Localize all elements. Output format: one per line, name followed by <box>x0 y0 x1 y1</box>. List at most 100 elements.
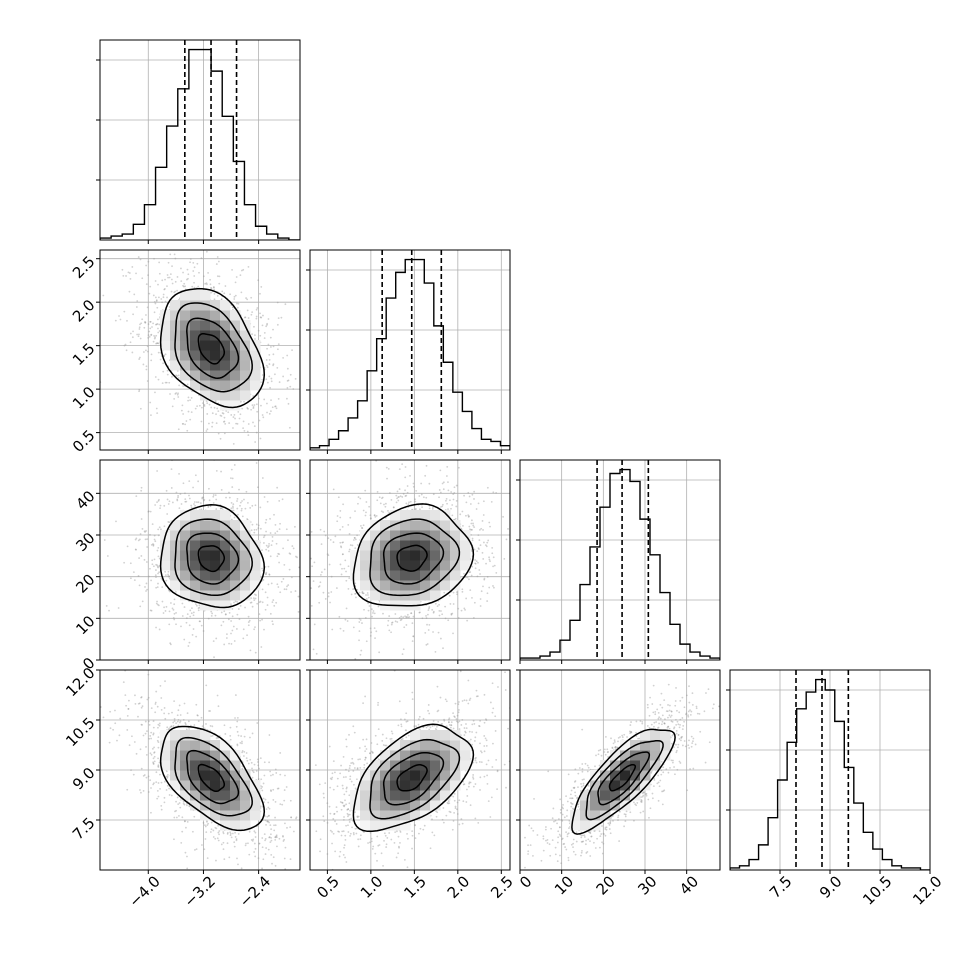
scatter-point <box>167 589 170 592</box>
scatter-point <box>165 775 168 778</box>
scatter-point <box>149 533 151 536</box>
scatter-point <box>269 517 271 520</box>
scatter-point <box>553 820 555 823</box>
scatter-point <box>287 539 289 542</box>
scatter-point <box>161 279 164 282</box>
scatter-point <box>382 511 385 514</box>
density-cell <box>460 550 471 561</box>
scatter-point <box>279 773 282 776</box>
scatter-point <box>215 508 218 510</box>
scatter-point <box>483 750 486 753</box>
scatter-point <box>141 724 143 726</box>
scatter-point <box>415 725 418 728</box>
scatter-point <box>369 627 372 630</box>
scatter-point <box>470 522 473 525</box>
scatter-point <box>301 829 303 831</box>
scatter-point <box>152 726 155 729</box>
hist-panel-0 <box>96 39 301 244</box>
scatter-point <box>343 567 346 570</box>
density-cell <box>170 520 181 531</box>
density-cell <box>380 810 391 821</box>
scatter-point <box>361 622 363 624</box>
density-cell <box>250 360 261 371</box>
scatter-point <box>414 824 416 826</box>
scatter-point <box>589 872 591 874</box>
density-cell <box>180 310 191 321</box>
scatter-point <box>181 615 184 617</box>
scatter-point <box>138 358 141 360</box>
scatter-point <box>238 417 241 420</box>
scatter-point <box>387 467 390 470</box>
density-cell <box>210 390 221 401</box>
scatter-point <box>249 736 251 739</box>
density-cell <box>420 730 431 741</box>
scatter-point <box>386 624 389 627</box>
scatter-point <box>185 621 188 624</box>
scatter-point <box>680 739 682 742</box>
scatter-point <box>467 679 470 682</box>
scatter-point <box>196 405 199 407</box>
scatter-point <box>185 826 187 829</box>
scatter-point <box>230 414 233 416</box>
scatter-point <box>146 588 149 591</box>
contour-line <box>369 518 461 597</box>
scatter-point <box>275 407 278 410</box>
scatter-point <box>137 575 140 577</box>
scatter-point <box>362 592 364 595</box>
scatter-point <box>450 613 453 615</box>
scatter-point <box>667 771 670 774</box>
scatter-point <box>217 737 219 739</box>
scatter-point <box>283 588 286 591</box>
scatter-point <box>527 853 529 855</box>
scatter-point <box>180 625 182 628</box>
scatter-point <box>318 585 321 587</box>
scatter-point <box>442 647 444 650</box>
hist-panel-3: 7.5 9.0 10.5 12.0 <box>726 669 946 909</box>
scatter-point <box>337 496 340 499</box>
scatter-point <box>342 830 345 833</box>
scatter-point <box>358 630 361 633</box>
scatter-point <box>244 316 247 319</box>
scatter-point <box>279 803 282 806</box>
density-cell <box>360 560 371 571</box>
x-tick-label: 30 <box>634 872 660 898</box>
density-cell <box>400 810 411 821</box>
scatter-point <box>561 806 564 809</box>
scatter-point <box>452 603 455 605</box>
scatter-point <box>422 828 425 831</box>
scatter-point <box>387 619 390 622</box>
scatter-point <box>494 730 497 732</box>
scatter-point <box>271 406 274 409</box>
scatter-point <box>247 842 249 845</box>
scatter-point <box>351 761 354 764</box>
density-cell <box>240 330 251 341</box>
scatter-point <box>563 842 566 845</box>
scatter-point <box>235 838 238 840</box>
scatter-point <box>369 517 372 520</box>
scatter-point <box>442 807 445 809</box>
scatter-point <box>333 771 336 774</box>
scatter-point <box>375 871 377 873</box>
scatter-point <box>692 737 695 740</box>
density-cell <box>170 530 181 541</box>
scatter-point <box>186 804 188 807</box>
density-cell <box>400 820 411 831</box>
scatter-point <box>212 286 215 289</box>
scatter-point <box>546 842 549 844</box>
scatter-point <box>170 725 173 728</box>
scatter-point <box>617 819 619 821</box>
scatter-point <box>171 265 173 268</box>
density-cell <box>370 760 381 771</box>
scatter-point <box>126 545 129 548</box>
density-cell <box>190 510 201 521</box>
scatter-point <box>641 795 644 798</box>
scatter-point <box>406 491 409 494</box>
density-cell <box>230 800 241 811</box>
scatter-point <box>490 500 493 503</box>
density-cell <box>190 520 201 531</box>
scatter-point <box>153 558 156 561</box>
scatter-point <box>183 803 186 806</box>
density-cell <box>370 820 381 831</box>
density-cell <box>610 750 621 761</box>
